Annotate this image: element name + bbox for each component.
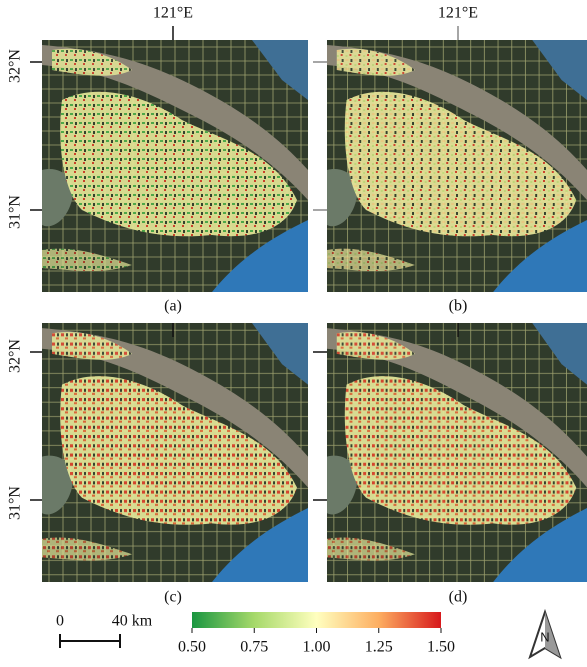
longitude-label: 121°E — [153, 5, 193, 22]
figure: 121°E 121°E 32°N 31°N 32°N 31°N (a) (b) … — [0, 0, 587, 662]
panel-label: (d) — [449, 589, 468, 606]
colorbar-tick-label: 0.50 — [178, 639, 206, 656]
panel-label: (b) — [449, 298, 468, 315]
scale-bar: 0 40 km — [56, 613, 153, 648]
map-panel — [42, 40, 308, 292]
scale-line — [60, 634, 120, 648]
colorbar-tick-label: 1.25 — [365, 639, 393, 656]
latitude-label: 31°N — [7, 195, 24, 229]
colorbar-ramp — [192, 612, 441, 628]
scale-label: 0 — [56, 613, 64, 630]
north-label: N — [540, 629, 549, 644]
longitude-label: 121°E — [438, 5, 478, 22]
map-panel — [327, 323, 587, 582]
latitude-label: 32°N — [7, 49, 24, 83]
colorbar-tick-label: 1.00 — [303, 639, 331, 656]
scale-label: 40 km — [112, 613, 153, 630]
panel-label: (a) — [164, 298, 182, 315]
map-panel — [42, 323, 308, 582]
latitude-label: 31°N — [7, 486, 24, 520]
map-panel — [327, 40, 587, 292]
colorbar: 0.50 0.75 1.00 1.25 1.50 — [178, 612, 455, 656]
colorbar-tick-label: 0.75 — [240, 639, 268, 656]
latitude-label: 32°N — [7, 339, 24, 373]
panel-label: (c) — [164, 589, 182, 606]
colorbar-tick-label: 1.50 — [427, 639, 455, 656]
north-arrow: N — [530, 612, 560, 657]
